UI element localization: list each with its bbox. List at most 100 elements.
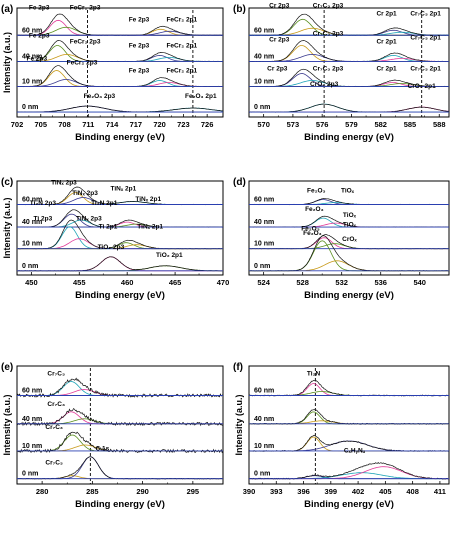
peak-annotation: TiOₓ <box>343 212 357 219</box>
peak-annotation: TiNₓ 2p3 <box>72 190 98 197</box>
panel-1: (b) 60 nm Cr 2p3 Cr₇C₃ 2p3 Cr 2p1 Cr₇C₃ 2p1 40… <box>233 2 450 143</box>
trace-label: 10 nm <box>22 78 42 85</box>
plot-frame <box>248 180 450 276</box>
peak-annotation: TiOₓ <box>341 188 355 195</box>
fit-component-1 <box>17 265 223 272</box>
peak-annotation: FeCr₂ 2p3 <box>70 38 101 45</box>
x-tick-label: 588 <box>433 120 446 129</box>
peak-annotation: Ti₂N <box>307 371 321 378</box>
spectrum-line <box>17 256 223 272</box>
peak-annotation: CrOₓ <box>342 236 357 243</box>
spectrum-line <box>248 40 450 62</box>
panel-label: (e) <box>1 362 13 373</box>
spectrum-line <box>248 198 450 206</box>
peak-annotation: Cr₇C₃ <box>45 424 63 431</box>
peak-annotation: Ti 2p3 <box>34 216 53 223</box>
peak-annotation: Fe₂O₃ <box>303 230 322 237</box>
trace-label: 10 nm <box>22 443 42 450</box>
fit-component-2 <box>17 80 223 87</box>
x-axis-label: Binding energy (eV) <box>75 290 165 301</box>
peak-annotation: Cr 2p1 <box>376 65 397 72</box>
peak-annotation: Ti 2p1 <box>99 224 118 231</box>
spectrum-line <box>248 380 450 397</box>
peak-annotation: C 1s <box>96 446 110 453</box>
peak-annotation: CrO₂ 2p1 <box>408 83 437 90</box>
fit-component-0 <box>249 45 449 62</box>
spectrum-line <box>249 13 449 36</box>
trace-label: 0 nm <box>22 263 38 270</box>
peak-annotation: Cr₇C₃ 2p1 <box>410 10 441 17</box>
peak-annotation: Cr 2p1 <box>376 10 397 17</box>
panel-5: (f) 60 nm Ti₂N 40 nm 10 nm 0 nm CₓHᵧNᵤ 390 393 39… <box>233 362 450 510</box>
fit-component-1 <box>249 106 450 113</box>
trace-label: 60 nm <box>22 197 42 204</box>
x-tick-label: 711 <box>82 120 94 129</box>
x-axis-label: Binding energy (eV) <box>75 132 165 143</box>
panel-3: (d) 60 nm Fe₂O₃ TiOₓ 40 nm Fe₂O₃ TiOₓ 10 nm Fe₂O… <box>233 177 450 301</box>
x-tick-label: 280 <box>36 487 49 496</box>
x-tick-label: 532 <box>335 278 348 287</box>
x-axis-label: Binding energy (eV) <box>75 499 165 510</box>
fit-component-0 <box>249 383 449 396</box>
trace-label: 60 nm <box>254 197 274 204</box>
peak-annotation: Cr₇C₃ 2p3 <box>313 30 344 37</box>
x-tick-label: 570 <box>257 120 270 129</box>
fit-component-0 <box>17 411 223 425</box>
fit-component-1 <box>17 53 223 62</box>
peak-annotation: Cr₇C₃ 2p1 <box>410 65 441 72</box>
peak-annotation: Cr 2p1 <box>376 38 397 45</box>
x-tick-label: 411 <box>434 487 446 496</box>
x-tick-label: 705 <box>35 120 48 129</box>
trace-label: 60 nm <box>22 27 42 34</box>
peak-annotation: Cr 2p3 <box>269 2 290 9</box>
x-tick-label: 393 <box>270 487 283 496</box>
x-tick-label: 702 <box>11 120 24 129</box>
peak-annotation: Cr₇C₃ <box>45 460 63 467</box>
panel-label: (c) <box>1 177 13 188</box>
trace-label: 10 nm <box>254 443 274 450</box>
fit-component-0 <box>17 381 223 396</box>
x-tick-label: 455 <box>73 278 86 287</box>
peak-annotation: TiNₓ 2p1 <box>110 186 136 193</box>
x-axis-label: Binding energy (eV) <box>304 499 394 510</box>
trace-label: 0 nm <box>254 471 270 478</box>
trace-label: 0 nm <box>254 104 270 111</box>
spectrum-line <box>248 409 450 425</box>
peak-annotation: FeCr₂ 2p1 <box>166 16 197 23</box>
peak-annotation: TiNₓ 2p3 <box>76 216 102 223</box>
plot-frame <box>248 7 450 118</box>
trace-label: 60 nm <box>22 388 42 395</box>
trace-label: 0 nm <box>22 104 38 111</box>
peak-annotation: Fe 2p3 <box>129 67 150 74</box>
fit-component-0 <box>17 256 223 272</box>
peak-annotation: Cr₇C₃ <box>47 371 65 378</box>
x-tick-label: 573 <box>287 120 300 129</box>
trace-label: 40 nm <box>254 416 274 423</box>
peak-annotation: FeCr₂ 2p3 <box>67 59 98 66</box>
peak-annotation: Cr₇C₃ 2p3 <box>313 65 344 72</box>
trace-label: 60 nm <box>254 388 274 395</box>
peak-annotation: TiO₂ 2p1 <box>156 252 183 259</box>
panel-2: (c) 60 nm TiNₓ 2p3 TiNₓ 2p1 40 nm Ti₂N 2p3 TiN… <box>1 177 229 301</box>
fit-component-0 <box>17 434 223 452</box>
x-tick-label: 576 <box>316 120 329 129</box>
plot-frame <box>248 365 450 485</box>
peak-annotation: Fe 2p3 <box>129 16 150 23</box>
x-tick-label: 723 <box>177 120 190 129</box>
trace-label: 40 nm <box>254 219 274 226</box>
plot-frame <box>16 180 224 276</box>
peak-annotation: Fe₂O₃ 2p1 <box>185 93 217 100</box>
trace-label: 40 nm <box>22 53 42 60</box>
x-tick-label: 285 <box>86 487 99 496</box>
peak-annotation: Fe 2p3 <box>29 32 50 39</box>
x-tick-label: 726 <box>201 120 214 129</box>
plot-frame <box>16 7 224 118</box>
fit-component-1 <box>249 472 449 480</box>
trace-label: 60 nm <box>254 27 274 34</box>
trace-label: 40 nm <box>22 219 42 226</box>
y-axis-label: Intensity (a.u.) <box>2 394 12 455</box>
panel-label: (f) <box>233 362 243 373</box>
y-axis-label: Intensity (a.u.) <box>2 197 12 258</box>
x-tick-label: 720 <box>153 120 166 129</box>
